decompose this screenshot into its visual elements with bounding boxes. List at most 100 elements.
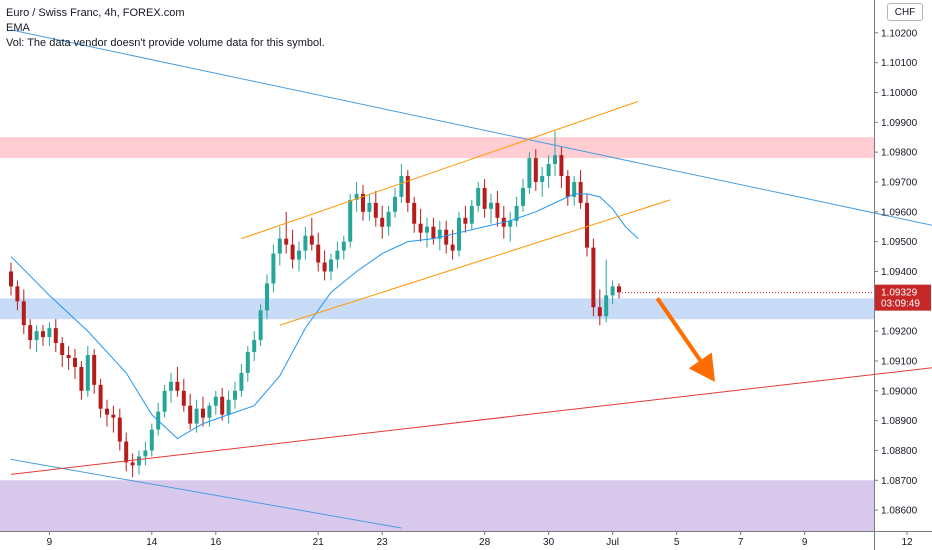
candle-body [572,181,577,197]
y-tick-label: 1.09000 [881,386,918,397]
candle-body [393,196,397,212]
candle-body [540,176,545,182]
candle-body [489,202,493,209]
candle-body [188,405,193,424]
y-tick-label: 1.09100 [881,356,918,367]
symbol-title[interactable]: Euro / Swiss Franc, 4h, FOREX.com [6,7,185,19]
candle-body [309,235,314,245]
x-tick-label: 9 [47,537,53,548]
candle-body [361,193,365,212]
candle-body [137,456,141,466]
candle-body [124,441,129,463]
candles-layer [9,131,621,478]
candle-body [169,381,173,391]
candle-body [53,328,58,344]
candle-body [233,390,237,400]
candle-body [348,199,353,242]
candle-body [604,295,609,317]
candle-body [201,408,205,418]
candle-body [380,217,385,227]
candle-body [162,390,167,412]
candle-body [610,286,615,296]
candle-body [258,310,263,341]
candle-body [226,399,231,415]
candle-body [373,202,378,218]
candle-body [553,155,557,165]
candle-body [47,328,52,338]
candle-body [469,205,474,224]
candle-body [431,226,436,239]
candle-body [181,390,186,406]
channel-lower-line [279,199,671,326]
y-tick-label: 1.10200 [881,28,918,39]
x-tick-label: Jul [606,537,619,548]
y-tick-label: 1.09800 [881,148,918,159]
candle-body [149,429,154,451]
currency-button[interactable]: CHF [887,3,923,21]
candle-body [617,286,621,293]
x-tick-label: 21 [313,537,325,548]
candle-body [271,253,276,284]
x-tick-label: 9 [802,537,808,548]
candle-body [444,229,449,245]
x-tick-label: 30 [543,537,555,548]
y-tick-label: 1.08700 [881,476,918,487]
candle-body [213,396,218,406]
candle-body [418,223,423,233]
candle-body [476,187,481,206]
candle-body [565,176,570,197]
x-tick-label: 7 [738,537,744,548]
candle-body [207,405,212,418]
candle-body [546,164,551,177]
candle-body [105,408,109,415]
candle-body [21,301,26,326]
candle-body [585,202,589,248]
candle-body [239,372,244,391]
candle-body [28,325,33,341]
down-arrow-shaft [655,297,702,362]
candle-body [425,226,429,233]
y-tick-label: 1.08900 [881,416,918,427]
resistance-zone [0,137,874,159]
candle-body [597,307,602,317]
price-tag-price: 1.09329 [881,288,918,299]
candle-body [290,244,295,260]
candle-body [194,408,199,424]
y-tick-label: 1.10000 [881,88,918,99]
volume-indicator-label[interactable]: Vol: The data vendor doesn't provide vol… [6,37,325,49]
x-tick-label: 23 [377,537,389,548]
price-tag-box [875,284,931,311]
ema-layer [10,193,639,440]
candle-body [98,384,103,409]
price-tag-countdown: 03:09:49 [881,299,920,310]
y-tick-label: 1.08600 [881,506,918,517]
candle-body [92,354,97,385]
candle-body [508,220,513,227]
y-tick-label: 1.10100 [881,58,918,69]
zones-layer [0,137,874,531]
descending-trendline-upper [10,29,932,226]
candle-body [412,202,417,224]
candle-body [245,352,250,373]
candle-body [322,262,327,272]
candle-body [9,271,13,287]
y-axis-ticks: 1.10200 1.10100 1.10000 1.09900 1.09800 1.097… [874,28,918,517]
candle-body [386,211,391,227]
candle-body [335,250,340,260]
y-tick-label: 1.09900 [881,118,918,129]
candle-body [463,217,468,224]
candle-body [130,462,135,466]
ema-indicator-label[interactable]: EMA [6,22,30,34]
x-axis-ticks: 9 14 16 21 23 28 30 Jul 5 7 9 12 [47,531,913,548]
candle-body [41,331,45,338]
candle-body [367,202,372,212]
candle-body [297,250,301,260]
candle-body [527,158,532,188]
y-tick-label: 1.09200 [881,327,918,338]
support-zone [0,298,874,320]
price-tag: 1.09329 03:09:49 [875,284,931,311]
channel-upper-line [241,100,639,240]
candle-body [316,244,321,263]
